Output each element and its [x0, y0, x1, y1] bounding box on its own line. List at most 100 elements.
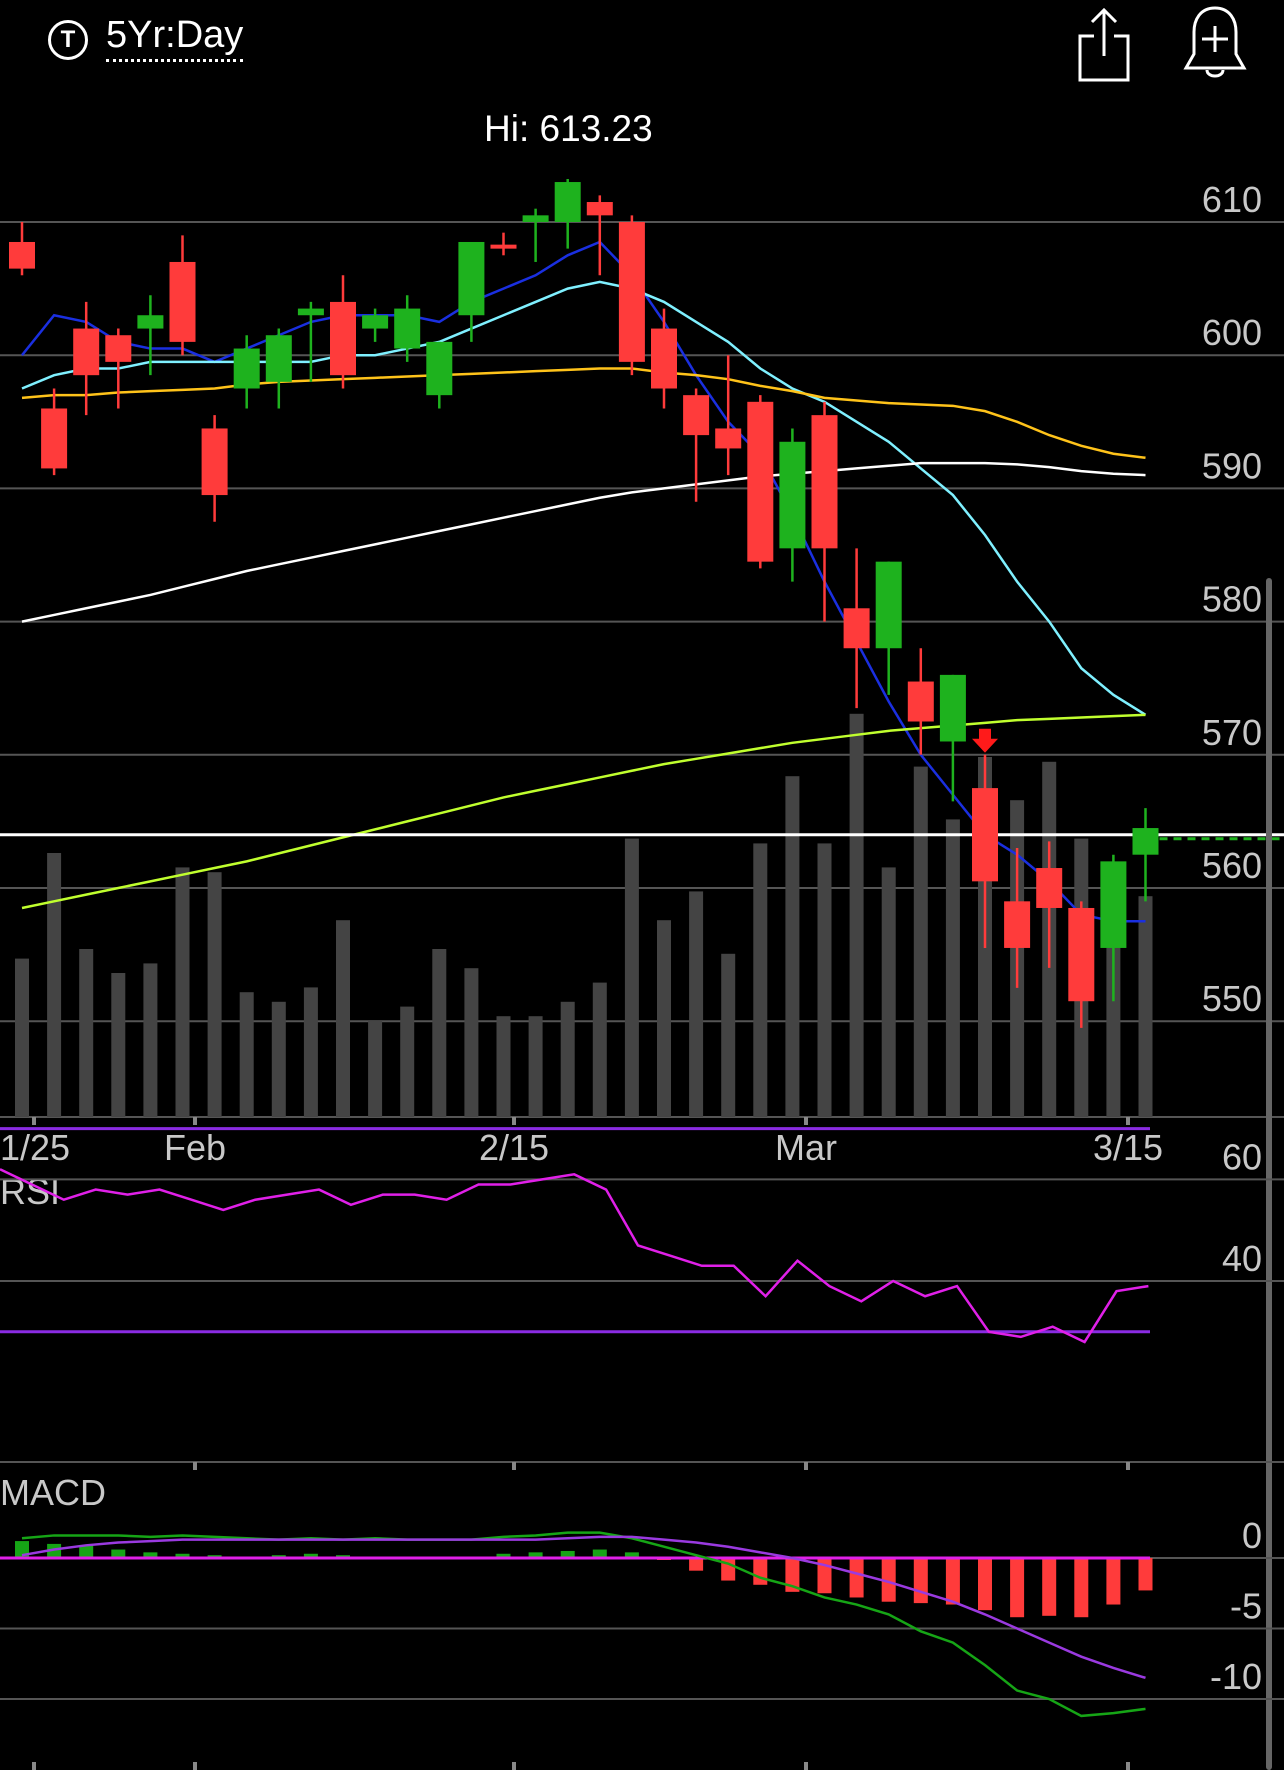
volume-bar	[464, 968, 479, 1117]
y-tick-label: 60	[1222, 1136, 1262, 1177]
x-tick-label: Mar	[775, 1127, 837, 1168]
candle-body	[554, 182, 581, 222]
macd-histogram-bar	[111, 1549, 126, 1558]
candle-body	[939, 674, 966, 742]
candle-body	[907, 681, 934, 722]
candle-body	[522, 215, 549, 222]
macd-histogram-bar	[1042, 1558, 1057, 1616]
candle-body	[683, 395, 710, 436]
candle-body	[201, 428, 228, 496]
share-icon[interactable]	[1074, 4, 1134, 84]
moving-average-line	[21, 240, 1146, 923]
macd-histogram-bar	[849, 1558, 864, 1598]
volume-bar	[271, 1001, 286, 1117]
scrollbar	[1266, 578, 1272, 1770]
candle-body	[394, 308, 421, 349]
volume-bar	[592, 982, 607, 1117]
candle-body	[843, 608, 870, 649]
candle-body	[972, 788, 998, 882]
x-tick-label: 3/15	[1093, 1127, 1163, 1168]
volume-bar	[560, 1001, 575, 1117]
volume-bar	[624, 838, 639, 1117]
macd-histogram-bar	[785, 1558, 800, 1592]
moving-average-line	[21, 280, 1147, 716]
volume-bar	[528, 1016, 543, 1117]
candle-body	[9, 241, 35, 269]
candle-body	[233, 348, 260, 389]
candle-body	[265, 335, 292, 382]
x-tick-label: Feb	[164, 1127, 226, 1168]
volume-bar	[913, 766, 928, 1117]
volume-bar	[496, 1016, 511, 1117]
macd-histogram-bar	[689, 1558, 704, 1571]
y-tick-label: 610	[1202, 179, 1262, 220]
macd-title: MACD	[0, 1472, 106, 1513]
macd-histogram-bar	[1010, 1558, 1025, 1618]
macd-histogram-bar	[881, 1558, 896, 1602]
macd-histogram-bar	[624, 1552, 639, 1558]
y-tick-label: 600	[1202, 312, 1262, 353]
candle-body	[618, 222, 645, 362]
candle-body	[811, 415, 838, 549]
candle-body	[490, 244, 517, 249]
candle-body	[586, 202, 613, 216]
candle-body	[362, 315, 389, 329]
volume-bar	[721, 953, 736, 1117]
volume-bar	[175, 867, 190, 1117]
ticker-type-icon[interactable]: T	[48, 20, 88, 60]
rsi-title: RSI	[0, 1171, 60, 1212]
macd-histogram-bar	[303, 1553, 318, 1558]
macd-line	[21, 1531, 1146, 1718]
candle-body	[137, 315, 164, 329]
candle-body	[1068, 907, 1095, 1002]
y-tick-label: 570	[1202, 712, 1262, 753]
macd-histogram-bar	[1138, 1558, 1153, 1591]
macd-histogram-bar	[913, 1558, 928, 1604]
macd-histogram-bar	[175, 1553, 190, 1558]
top-bar: T 5Yr:Day	[0, 0, 1284, 90]
candle-body	[41, 408, 68, 469]
macd-histogram-bar	[47, 1543, 62, 1558]
macd-line	[21, 1535, 1146, 1680]
volume-bar	[785, 776, 800, 1117]
rsi-line	[0, 1168, 1149, 1344]
volume-bar	[336, 920, 350, 1117]
x-tick-label: 1/25	[0, 1127, 70, 1168]
volume-bar	[303, 987, 318, 1117]
moving-average-line	[21, 461, 1146, 623]
macd-histogram-bar	[496, 1553, 511, 1558]
volume-bar	[432, 949, 447, 1117]
volume-bar	[207, 872, 222, 1117]
candle-body	[1036, 868, 1063, 908]
y-tick-label: 590	[1202, 445, 1262, 486]
x-tick-label: 2/15	[479, 1127, 549, 1168]
volume-bar	[817, 843, 832, 1117]
candle-body	[458, 241, 485, 316]
y-tick-label: 560	[1202, 845, 1262, 886]
y-tick-label: -5	[1230, 1586, 1262, 1627]
candle-body	[1004, 901, 1031, 948]
macd-histogram-bar	[978, 1558, 992, 1611]
y-tick-label: 0	[1242, 1515, 1262, 1556]
candle-body	[1100, 861, 1127, 948]
y-tick-label: 40	[1222, 1238, 1262, 1279]
volume-bar	[15, 958, 29, 1117]
volume-bar	[753, 843, 768, 1117]
candle-body	[715, 428, 742, 449]
volume-bar	[945, 819, 960, 1117]
candle-body	[105, 335, 132, 362]
volume-bar	[849, 713, 864, 1117]
candle-body	[169, 261, 196, 342]
volume-bar	[689, 891, 704, 1117]
macd-histogram-bar	[1106, 1558, 1121, 1605]
macd-histogram-bar	[592, 1549, 607, 1558]
volume-bar	[881, 867, 896, 1117]
high-label: Hi: 613.23	[484, 108, 653, 149]
add-alert-bell-icon[interactable]	[1180, 2, 1250, 84]
period-selector[interactable]: 5Yr:Day	[106, 14, 244, 62]
candle-body	[330, 301, 356, 376]
volume-bar	[400, 1006, 415, 1117]
candle-body	[73, 328, 100, 376]
macd-histogram-bar	[79, 1545, 94, 1558]
